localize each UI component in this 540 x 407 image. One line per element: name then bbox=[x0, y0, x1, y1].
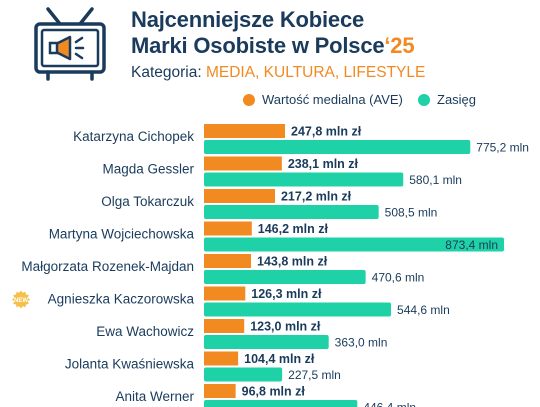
data-label-reach: 873,4 mln bbox=[445, 238, 498, 252]
category-label: Katarzyna Cichopek bbox=[73, 129, 194, 144]
data-label-ave: 143,8 mln zł bbox=[257, 255, 328, 269]
legend-dot-reach bbox=[418, 94, 430, 106]
data-label-reach: 580,1 mln bbox=[409, 173, 462, 187]
bar-reach bbox=[204, 367, 283, 382]
data-label-reach: 446,4 mln bbox=[363, 401, 416, 407]
category-label: Olga Tokarczuk bbox=[101, 194, 194, 209]
legend-item-ave: Wartość medialna (AVE) bbox=[243, 92, 403, 107]
data-label-reach: 470,6 mln bbox=[372, 271, 425, 285]
chart-title-line2: Marki Osobiste w Polsce‘25 bbox=[131, 33, 415, 59]
bar-ave bbox=[204, 384, 236, 398]
chart-title-year: ‘25 bbox=[384, 33, 415, 58]
bar-reach bbox=[204, 237, 504, 252]
bar-ave bbox=[204, 189, 275, 203]
bar-ave bbox=[204, 254, 252, 268]
chart-title-line1: Najcenniejsze Kobiece bbox=[131, 7, 365, 32]
data-label-reach: 227,5 mln bbox=[288, 368, 341, 382]
bar-reach bbox=[204, 400, 358, 407]
megaphone-tv-icon bbox=[34, 7, 106, 81]
bar-reach bbox=[204, 270, 366, 284]
chart-title-text: Marki Osobiste w Polsce bbox=[131, 33, 385, 58]
legend-item-reach: Zasięg bbox=[418, 92, 476, 107]
category-value: MEDIA, KULTURA, LIFESTYLE bbox=[205, 64, 426, 81]
data-label-ave: 96,8 mln zł bbox=[242, 385, 306, 399]
category-label: Kategoria: bbox=[131, 64, 202, 81]
data-label-reach: 775,2 mln bbox=[476, 141, 529, 155]
category-label: Magda Gessler bbox=[102, 162, 194, 177]
category-label: Jolanta Kwaśniewska bbox=[65, 357, 195, 372]
category-label: Ewa Wachowicz bbox=[96, 324, 194, 339]
legend-label-reach: Zasięg bbox=[437, 92, 477, 107]
data-label-reach: 508,5 mln bbox=[385, 206, 438, 220]
chart-subtitle: Kategoria: MEDIA, KULTURA, LIFESTYLE bbox=[131, 64, 425, 82]
data-label-ave: 146,2 mln zł bbox=[258, 222, 329, 236]
data-label-reach: 544,6 mln bbox=[397, 303, 450, 317]
bar-ave bbox=[204, 221, 252, 236]
bar-reach bbox=[204, 335, 329, 349]
bar-reach bbox=[204, 205, 379, 219]
legend-label-ave: Wartość medialna (AVE) bbox=[262, 92, 403, 107]
bar-ave bbox=[204, 124, 285, 138]
bar-reach bbox=[204, 302, 392, 317]
bar-ave bbox=[204, 319, 245, 333]
data-label-ave: 247,8 mln zł bbox=[291, 125, 362, 139]
category-label: Anita Werner bbox=[115, 389, 194, 404]
svg-text:NEW: NEW bbox=[14, 298, 28, 304]
data-label-reach: 363,0 mln bbox=[335, 336, 388, 350]
category-label: Martyna Wojciechowska bbox=[49, 227, 195, 242]
new-badge-icon: NEW bbox=[12, 290, 30, 309]
legend-dot-ave bbox=[243, 94, 255, 106]
bar-ave bbox=[204, 286, 246, 301]
category-label: Małgorzata Rozenek-Majdan bbox=[21, 259, 194, 274]
data-label-ave: 217,2 mln zł bbox=[281, 190, 352, 204]
data-label-ave: 238,1 mln zł bbox=[288, 157, 359, 171]
category-label: Agnieszka Kaczorowska bbox=[48, 292, 195, 307]
data-label-ave: 126,3 mln zł bbox=[251, 287, 322, 301]
bar-reach bbox=[204, 140, 471, 154]
bar-reach bbox=[204, 172, 404, 187]
data-label-ave: 104,4 mln zł bbox=[244, 352, 315, 366]
data-label-ave: 123,0 mln zł bbox=[250, 320, 321, 334]
bar-ave bbox=[204, 156, 282, 171]
bar-ave bbox=[204, 351, 239, 366]
